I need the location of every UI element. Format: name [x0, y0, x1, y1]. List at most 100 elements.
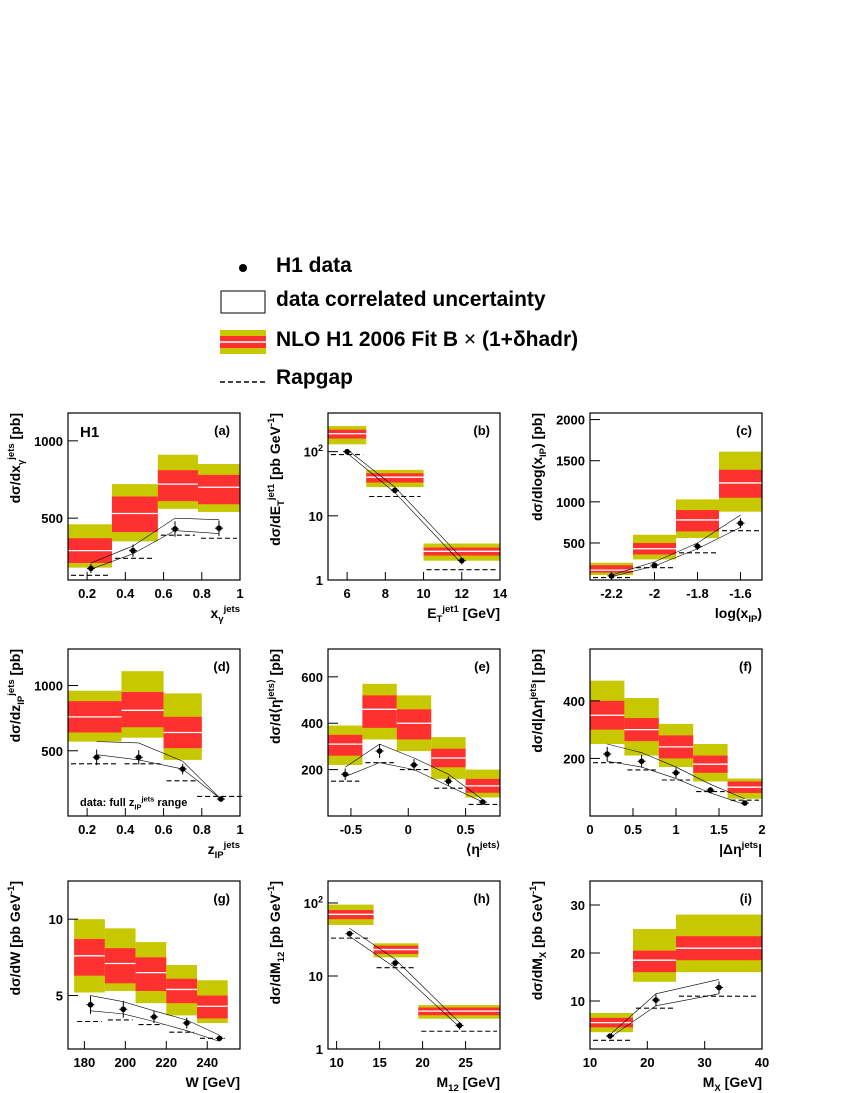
y-axis-label: dσ/d⟨ηjets⟩ [pb] — [266, 649, 283, 744]
x-tick-label: 25 — [458, 1055, 472, 1070]
x-axis-label: W [GeV] — [186, 1074, 240, 1090]
x-tick-label: 1 — [236, 822, 243, 837]
x-tick-label: 20 — [640, 1055, 654, 1070]
y-tick-label: 500 — [563, 536, 585, 551]
x-tick-label: 10 — [583, 1055, 597, 1070]
y-axis-label: dσ/dlog(xIP) [pb] — [529, 413, 549, 521]
panel-g: 180 200 220 240 5 10 (g) W [GeV] dσ/dW [pb GeV-1… — [6, 880, 241, 1090]
panel-b: 6 8 10 12 14 1 10 102 (b) ETjet1 [GeV] dσ/dETjet1 … — [266, 412, 508, 625]
plot-frame — [327, 880, 501, 1050]
nlo-red-band — [104, 948, 136, 984]
plot-frame — [589, 412, 763, 581]
y-tick-label: 1 — [316, 1042, 323, 1057]
nlo-red-band — [74, 939, 105, 976]
uncertainty-lower-line — [607, 760, 745, 805]
legend-label-nlo: NLO H1 2006 Fit B × (1+δhadr) — [276, 328, 579, 351]
y-axis-label: dσ/d|Δηjets| [pb] — [528, 649, 545, 753]
x-tick-label: 220 — [155, 1055, 177, 1070]
x-tick-label: 0.5 — [457, 822, 475, 837]
uncertainty-upper-line — [609, 979, 720, 1035]
data-point — [456, 1022, 463, 1029]
uncertainty-upper-line — [90, 517, 219, 564]
x-axis-label: ETjet1 [GeV] — [427, 604, 500, 625]
data-point — [376, 748, 383, 754]
legend-label-rapgap: Rapgap — [276, 366, 354, 389]
x-tick-label: -1.8 — [686, 586, 708, 601]
uncertainty-lower-line — [611, 527, 741, 578]
panel-i: 10 20 30 40 10 20 30 (i) MX [GeV] dσ/dMX [pb GeV-… — [528, 880, 769, 1093]
plot-frame — [67, 412, 241, 581]
panel-c: -2.2 -2 -1.8 -1.6 500 1000 1500 2000 (c) log(xIP)… — [529, 412, 763, 625]
y-tick-label: 1500 — [556, 454, 585, 469]
x-tick-label: 2 — [758, 822, 765, 837]
experiment-label: H1 — [80, 424, 99, 441]
nlo-red-band — [328, 734, 363, 756]
y-axis-label: dσ/dMX [pb GeV-1] — [528, 881, 549, 1000]
x-axis-label: zIPjets — [208, 840, 240, 861]
y-tick-label: 102 — [304, 443, 323, 459]
y-tick-label: 30 — [571, 898, 585, 913]
data-point — [93, 754, 100, 761]
data-point — [172, 526, 178, 532]
x-axis-label: |Δηjets| — [719, 840, 762, 857]
data-point — [151, 1014, 157, 1020]
x-tick-label: 10 — [329, 1055, 343, 1070]
panel-label: (c) — [736, 423, 752, 438]
y-tick-label: 10 — [309, 509, 323, 524]
plot-frame — [589, 880, 763, 1050]
y-axis-label: dσ/dxγjets [pb] — [6, 413, 27, 503]
y-tick-label: 1000 — [556, 495, 585, 510]
nlo-red-band — [135, 957, 167, 991]
nlo-red-band — [197, 474, 240, 505]
data-point — [135, 754, 142, 761]
x-tick-label: -2.2 — [600, 586, 622, 601]
y-tick-label: 200 — [301, 763, 323, 778]
dashed-line-icon — [220, 381, 266, 383]
nlo-red-band — [197, 995, 228, 1019]
x-tick-label: -1.6 — [729, 586, 751, 601]
data-point — [87, 1001, 94, 1008]
nlo-red-band — [590, 565, 633, 573]
panel-label: (f) — [739, 659, 752, 674]
nlo-red-band — [633, 950, 676, 973]
data-point — [673, 770, 679, 776]
data-point — [88, 565, 94, 572]
legend: H1 data data correlated uncertainty NLO … — [220, 252, 640, 392]
y-tick-label: 1000 — [34, 434, 63, 449]
panel-label: (g) — [213, 891, 230, 906]
uncertainty-upper-line — [96, 741, 222, 800]
x-axis-label: log(xIP) — [715, 605, 762, 625]
data-point — [604, 751, 610, 757]
panel-label: (h) — [473, 891, 490, 906]
plot-frame — [327, 412, 501, 581]
y-tick-label: 1000 — [34, 679, 63, 694]
open-box-icon — [220, 290, 266, 314]
uncertainty-upper-line — [345, 743, 483, 801]
x-tick-label: -2 — [649, 586, 661, 601]
nlo-red-band — [396, 709, 432, 740]
x-tick-label: -0.5 — [340, 822, 362, 837]
data-point — [707, 787, 714, 793]
panel-d: 0.2 0.4 0.6 0.8 1 500 1000 (d) data: full zIPjet… — [6, 648, 245, 861]
nlo-red-band — [121, 692, 164, 728]
data-point — [716, 984, 722, 991]
uncertainty-upper-line — [611, 514, 741, 576]
x-axis-label: M12 [GeV] — [437, 1074, 501, 1093]
panel-label: (e) — [474, 659, 490, 674]
x-tick-label: 0 — [586, 822, 593, 837]
legend-row-uncertainty: data correlated uncertainty — [220, 286, 640, 318]
data-point — [216, 525, 222, 531]
data-point — [218, 796, 224, 802]
plot-frame — [67, 880, 241, 1050]
nlo-red-band — [366, 473, 424, 483]
data-point — [342, 771, 349, 778]
plot-frame — [67, 648, 241, 817]
data-point — [179, 766, 186, 772]
data-point — [216, 1035, 223, 1042]
y-tick-label: 500 — [41, 744, 63, 759]
x-tick-label: 20 — [415, 1055, 429, 1070]
y-tick-label: 200 — [563, 751, 585, 766]
y-tick-label: 600 — [301, 670, 323, 685]
times-icon: × — [463, 328, 477, 351]
x-axis-label: ⟨ηjets⟩ — [466, 840, 500, 857]
